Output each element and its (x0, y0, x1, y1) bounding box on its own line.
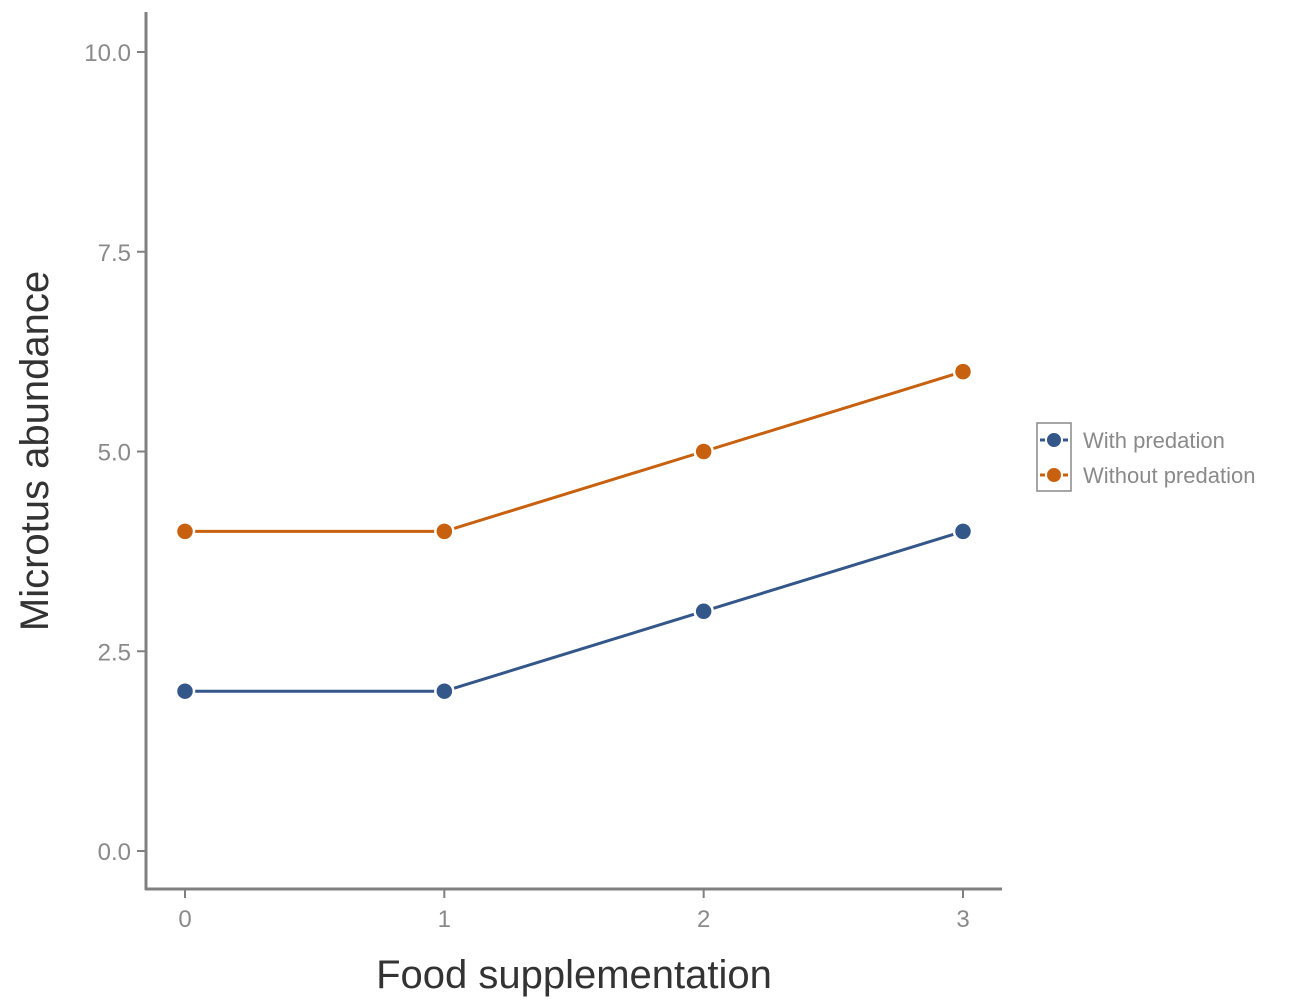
y-tick-label: 10.0 (84, 40, 131, 67)
x-tick-label: 0 (178, 906, 191, 933)
x-tick-label: 1 (438, 906, 451, 933)
axes (144, 12, 1002, 891)
x-tick-label: 2 (697, 906, 710, 933)
x-axis-title: Food supplementation (376, 953, 772, 997)
y-tick-label: 5.0 (98, 440, 131, 467)
data-point (434, 521, 455, 542)
legend-key-point (1045, 431, 1063, 449)
legend-key-point (1045, 466, 1063, 484)
series-layer (174, 361, 974, 702)
x-ticks: 0 1 2 3 (178, 889, 970, 933)
data-point (952, 361, 974, 382)
legend: With predation Without predation (1036, 422, 1255, 492)
legend-label: With predation (1083, 428, 1225, 453)
data-point (693, 441, 714, 462)
data-point (174, 680, 196, 702)
legend-key-box (1036, 422, 1072, 492)
data-point (434, 680, 455, 702)
x-tick-label: 3 (956, 906, 969, 933)
y-axis-title: Microtus abundance (13, 271, 57, 631)
series-line-0 (185, 529, 964, 693)
data-point (952, 521, 974, 542)
legend-label: Without predation (1083, 463, 1255, 488)
data-point (174, 521, 196, 542)
legend-keys: With predation Without predation (1040, 428, 1255, 488)
data-point (693, 601, 714, 622)
series-line-1 (185, 370, 964, 533)
y-tick-label: 0.0 (98, 839, 131, 866)
y-tick-label: 7.5 (98, 240, 131, 267)
y-ticks: 0.0 2.5 5.0 7.5 10.0 (84, 40, 146, 866)
y-tick-label: 2.5 (98, 639, 131, 666)
